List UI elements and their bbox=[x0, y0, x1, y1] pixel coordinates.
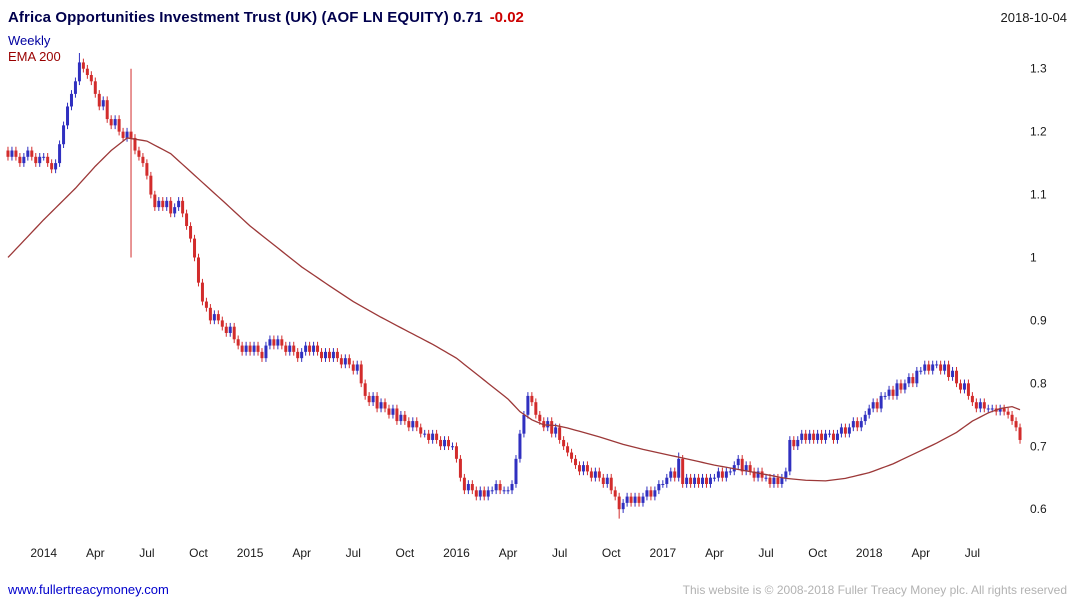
chart-legend: Weekly EMA 200 bbox=[8, 33, 61, 65]
svg-text:0.8: 0.8 bbox=[1030, 376, 1047, 390]
chart-date: 2018-10-04 bbox=[1000, 9, 1068, 25]
svg-text:1.2: 1.2 bbox=[1030, 125, 1047, 139]
svg-text:Apr: Apr bbox=[499, 546, 518, 560]
svg-text:0.9: 0.9 bbox=[1030, 313, 1047, 327]
svg-text:0.6: 0.6 bbox=[1030, 502, 1047, 516]
svg-text:Jul: Jul bbox=[139, 546, 154, 560]
svg-text:Apr: Apr bbox=[705, 546, 724, 560]
footer: www.fullertreacymoney.com This website i… bbox=[8, 582, 1067, 597]
price-change: -0.02 bbox=[489, 8, 524, 26]
title-wrap: Africa Opportunities Investment Trust (U… bbox=[8, 9, 524, 26]
chart-header: Africa Opportunities Investment Trust (U… bbox=[0, 0, 1075, 30]
svg-text:Oct: Oct bbox=[808, 546, 827, 560]
svg-text:2015: 2015 bbox=[237, 546, 264, 560]
timeframe-label: Weekly bbox=[8, 33, 51, 48]
svg-text:Oct: Oct bbox=[602, 546, 621, 560]
svg-text:2016: 2016 bbox=[443, 546, 470, 560]
svg-text:Jul: Jul bbox=[552, 546, 567, 560]
svg-text:1.1: 1.1 bbox=[1030, 188, 1047, 202]
website-link[interactable]: www.fullertreacymoney.com bbox=[8, 582, 169, 597]
svg-text:2017: 2017 bbox=[649, 546, 676, 560]
svg-text:2014: 2014 bbox=[30, 546, 57, 560]
svg-text:0.7: 0.7 bbox=[1030, 439, 1047, 453]
chart-title: Africa Opportunities Investment Trust (U… bbox=[8, 8, 483, 26]
copyright-text: This website is © 2008-2018 Fuller Treac… bbox=[682, 583, 1067, 597]
svg-text:Oct: Oct bbox=[396, 546, 415, 560]
svg-text:1.3: 1.3 bbox=[1030, 62, 1047, 76]
svg-text:2018: 2018 bbox=[856, 546, 883, 560]
svg-text:Apr: Apr bbox=[911, 546, 930, 560]
svg-text:1: 1 bbox=[1030, 250, 1037, 264]
svg-text:Oct: Oct bbox=[189, 546, 208, 560]
svg-text:Jul: Jul bbox=[758, 546, 773, 560]
svg-text:Jul: Jul bbox=[965, 546, 980, 560]
svg-text:Apr: Apr bbox=[292, 546, 311, 560]
svg-text:Apr: Apr bbox=[86, 546, 105, 560]
ema-200-label: EMA 200 bbox=[8, 49, 61, 64]
svg-text:Jul: Jul bbox=[346, 546, 361, 560]
